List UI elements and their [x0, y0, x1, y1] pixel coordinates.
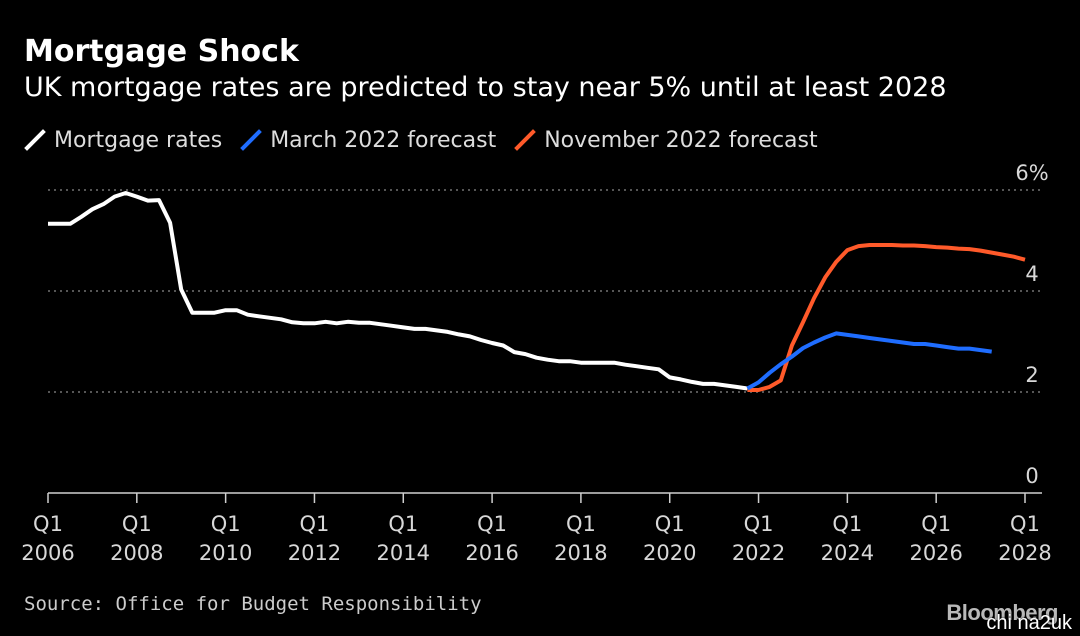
x-tick-label-q-2006: Q1	[33, 512, 63, 536]
y-tick-label-2: 2	[1025, 363, 1038, 387]
x-tick-label-year-2008: 2008	[110, 541, 163, 565]
x-tick-label-year-2020: 2020	[643, 541, 696, 565]
x-tick-label-year-2024: 2024	[821, 541, 874, 565]
x-tick-label-year-2022: 2022	[732, 541, 785, 565]
x-tick-label-year-2018: 2018	[554, 541, 607, 565]
x-tick-label-q-2022: Q1	[744, 512, 774, 536]
x-tick-label-q-2012: Q1	[300, 512, 330, 536]
x-tick-label-q-2014: Q1	[388, 512, 418, 536]
legend-item-mortgage-rates: Mortgage rates	[24, 128, 222, 153]
x-tick-label-q-2008: Q1	[122, 512, 152, 536]
series-line-november-2022-forecast	[747, 243, 1026, 392]
series-line-mortgage-rates	[48, 191, 748, 391]
legend-swatch-november-2022-forecast	[514, 129, 537, 151]
legend-label-march-2022-forecast: March 2022 forecast	[270, 127, 497, 153]
x-tick-label-year-2014: 2014	[377, 541, 430, 565]
y-tick-label-4: 4	[1025, 262, 1038, 286]
x-tick-label-year-2012: 2012	[288, 541, 341, 565]
legend-swatch-march-2022-forecast	[240, 129, 263, 151]
x-tick-label-q-2028: Q1	[1010, 512, 1040, 536]
legend-item-march-2022-forecast: March 2022 forecast	[240, 128, 496, 153]
x-tick-label-year-2010: 2010	[199, 541, 252, 565]
legend: Mortgage rates March 2022 forecast Novem…	[24, 126, 818, 154]
x-tick-label-q-2010: Q1	[211, 512, 241, 536]
x-tick-label-q-2016: Q1	[477, 512, 507, 536]
x-tick-label-year-2026: 2026	[909, 541, 962, 565]
bloomberg-logo: Bloomberg	[946, 600, 1058, 625]
chart-subtitle: UK mortgage rates are predicted to stay …	[24, 72, 947, 103]
legend-label-november-2022-forecast: November 2022 forecast	[544, 127, 818, 153]
x-tick-label-year-2006: 2006	[21, 541, 74, 565]
legend-swatch-mortgage-rates	[24, 129, 46, 151]
x-tick-label-q-2024: Q1	[832, 512, 862, 536]
y-tick-label-6: 6%	[1015, 161, 1048, 185]
series-line-march-2022-forecast	[746, 331, 992, 391]
x-tick-label-year-2016: 2016	[465, 541, 518, 565]
chart-title: Mortgage Shock	[24, 34, 299, 69]
source-note: Source: Office for Budget Responsibility	[24, 593, 482, 615]
x-tick-label-q-2018: Q1	[566, 512, 596, 536]
x-tick-label-year-2028: 2028	[998, 541, 1051, 565]
y-tick-label-0: 0	[1025, 464, 1038, 488]
watermark: chi na2uk	[986, 612, 1072, 634]
legend-label-mortgage-rates: Mortgage rates	[54, 127, 223, 153]
legend-item-november-2022-forecast: November 2022 forecast	[514, 127, 818, 153]
x-tick-label-q-2026: Q1	[921, 512, 951, 536]
x-tick-label-q-2020: Q1	[655, 512, 685, 536]
